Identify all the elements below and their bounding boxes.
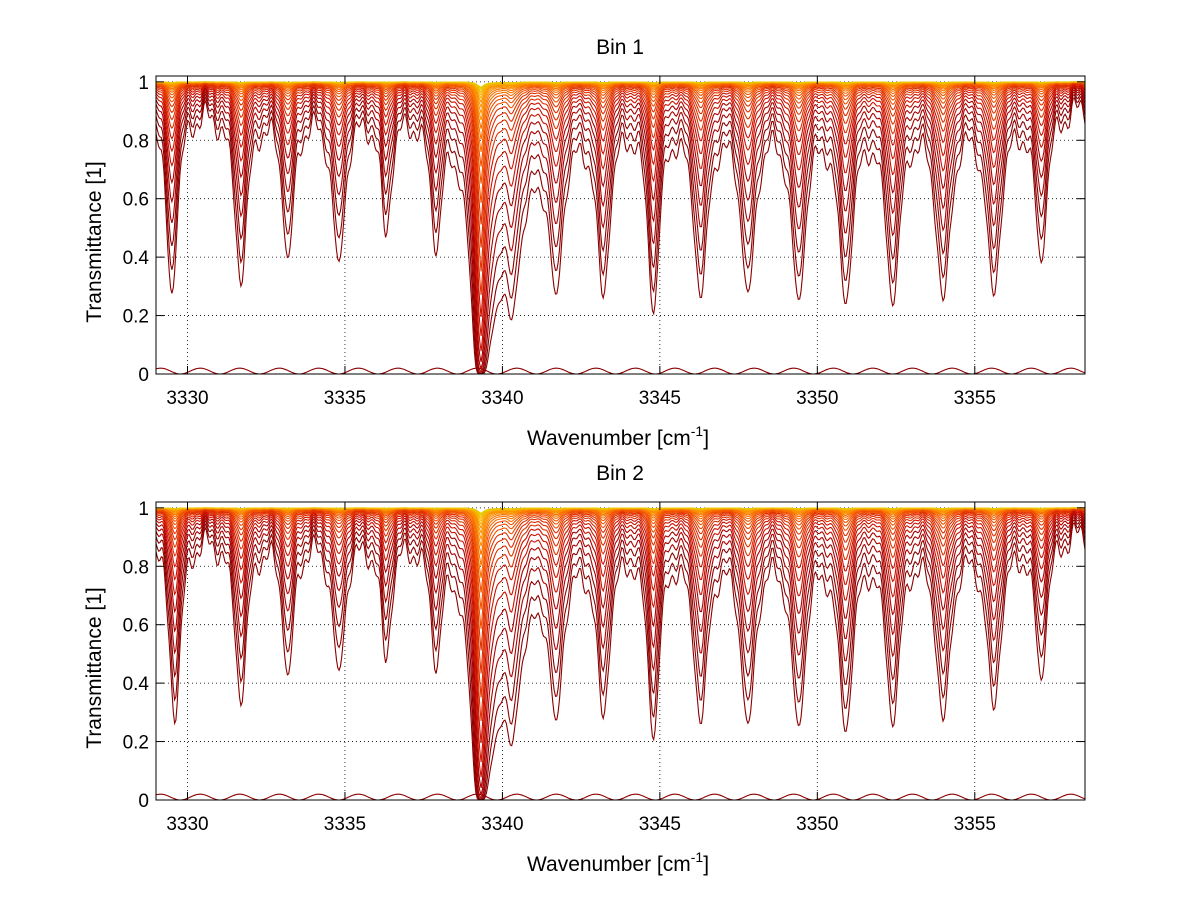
x-ticks: 3330 3335 3340 3345 3350 3355 [166,502,996,835]
x-tick-label: 3340 [481,814,523,835]
transmittance-curve [155,84,1086,318]
x-tick-label: 3335 [324,388,366,409]
y-tick-label: 0.4 [123,674,150,695]
x-axis-label: Wavenumber [cm-1] [527,423,709,450]
chart-bin-1: Bin 1 3330 3335 3340 3345 3350 3355 0 0.2 0.4 0.… [83,36,1086,450]
chart-bin-2: Bin 2 3330 3335 3340 3345 3350 3355 0 0.2 0.4 0.… [83,462,1086,876]
transmittance-curve [155,82,1086,225]
transmittance-curve [155,517,1086,801]
transmittance-curve [155,522,1086,801]
transmittance-curve [155,89,1086,374]
chart-title: Bin 1 [596,36,644,59]
transmittance-curve [155,513,1086,797]
transmittance-curve [155,84,1086,337]
y-tick-label: 0.8 [123,557,149,578]
y-tick-label: 0 [138,791,149,812]
x-tick-label: 3330 [166,388,208,409]
transmittance-curve [155,512,1086,789]
transmittance-curve [156,507,1085,514]
x-tick-label: 3350 [796,388,838,409]
transmittance-curve [155,509,1086,721]
y-ticks: 0 0.2 0.4 0.6 0.8 1 [123,73,1085,386]
x-tick-label: 3350 [796,814,838,835]
plot-frame [155,75,1086,375]
x-tick-label: 3355 [954,814,996,835]
x-tick-label: 3355 [954,388,996,409]
chart-title: Bin 2 [596,462,644,485]
transmittance-curve [155,515,1086,800]
transmittance-curve [155,83,1086,272]
y-tick-label: 0.6 [123,190,149,211]
x-axis-label: Wavenumber [cm-1] [527,849,709,876]
y-tick-label: 0.6 [123,616,149,637]
transmittance-curve [155,509,1086,743]
transmittance-curve [155,87,1086,371]
x-tick-label: 3340 [481,388,523,409]
transmittance-curve [155,83,1086,295]
y-axis-label: Transmittance [1] [83,161,106,322]
y-tick-label: 0.8 [123,131,149,152]
x-tick-label: 3345 [639,814,681,835]
transmittance-curve [155,93,1086,375]
transmittance-curve [155,508,1086,674]
transmittance-curve [155,367,1086,375]
y-tick-label: 1 [138,499,149,520]
transmittance-curve [155,97,1086,375]
y-tick-label: 1 [138,73,149,94]
x-tick-label: 3345 [639,388,681,409]
transmittance-curve [155,519,1086,801]
transmittance-curve [155,508,1086,651]
transmittance-curve [155,85,1086,352]
transmittance-curve [156,81,1085,88]
y-axis-label: Transmittance [1] [83,587,106,748]
y-tick-label: 0.2 [123,733,149,754]
y-tick-label: 0 [138,365,149,386]
transmittance-curve [155,86,1086,363]
y-ticks: 0 0.2 0.4 0.6 0.8 1 [123,499,1085,812]
transmittance-curve [155,82,1086,248]
transmittance-curve [155,511,1086,778]
transmittance-curve [155,510,1086,763]
transmittance-curves [155,507,1086,801]
x-tick-label: 3335 [324,814,366,835]
transmittance-curve [155,91,1086,375]
transmittance-curve [155,793,1086,801]
y-tick-label: 0.4 [123,248,150,269]
plot-frame [155,501,1086,801]
transmittance-curves [155,81,1086,375]
x-tick-label: 3330 [166,814,208,835]
transmittance-curve [155,508,1086,698]
x-ticks: 3330 3335 3340 3345 3350 3355 [166,76,996,409]
y-tick-label: 0.2 [123,307,149,328]
